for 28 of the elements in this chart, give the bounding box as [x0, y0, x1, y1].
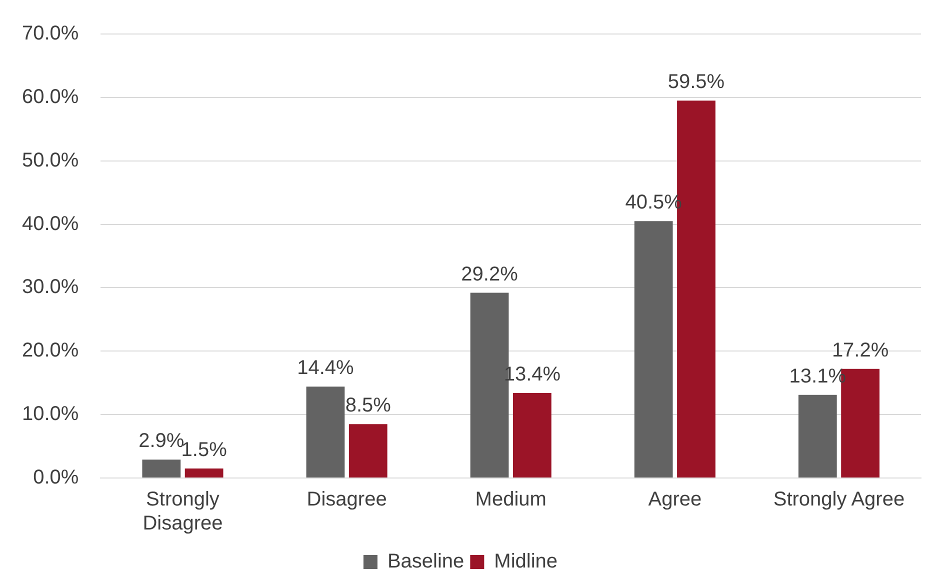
data-label: 59.5%	[668, 71, 725, 94]
x-tick-label: Strongly Disagree	[142, 488, 223, 535]
y-tick-label: 50.0%	[22, 149, 79, 172]
x-tick-label: Agree	[648, 488, 702, 511]
bar	[348, 424, 388, 478]
y-tick-label: 0.0%	[33, 466, 79, 489]
data-label: 2.9%	[138, 430, 184, 452]
data-label: 17.2%	[832, 339, 889, 362]
y-tick-label: 20.0%	[22, 340, 79, 362]
bar	[798, 394, 837, 478]
y-tick-label: 70.0%	[22, 22, 79, 45]
y-tick-label: 30.0%	[22, 276, 79, 298]
data-label: 14.4%	[297, 357, 354, 380]
y-tick-label: 10.0%	[22, 403, 79, 426]
legend-label: Midline	[494, 550, 558, 573]
data-label: 29.2%	[461, 263, 518, 286]
y-tick-label: 40.0%	[22, 212, 79, 235]
x-tick-label: Strongly Agree	[773, 488, 905, 511]
y-tick-label: 60.0%	[22, 86, 79, 108]
legend-label: Baseline	[387, 550, 464, 573]
x-tick-label: Medium	[475, 488, 546, 511]
bar	[512, 393, 552, 478]
x-tick-label: Disagree	[306, 488, 387, 511]
bar	[142, 460, 181, 478]
bar	[184, 468, 224, 478]
bar	[634, 221, 673, 478]
data-label: 8.5%	[345, 394, 392, 417]
bar	[306, 386, 345, 478]
